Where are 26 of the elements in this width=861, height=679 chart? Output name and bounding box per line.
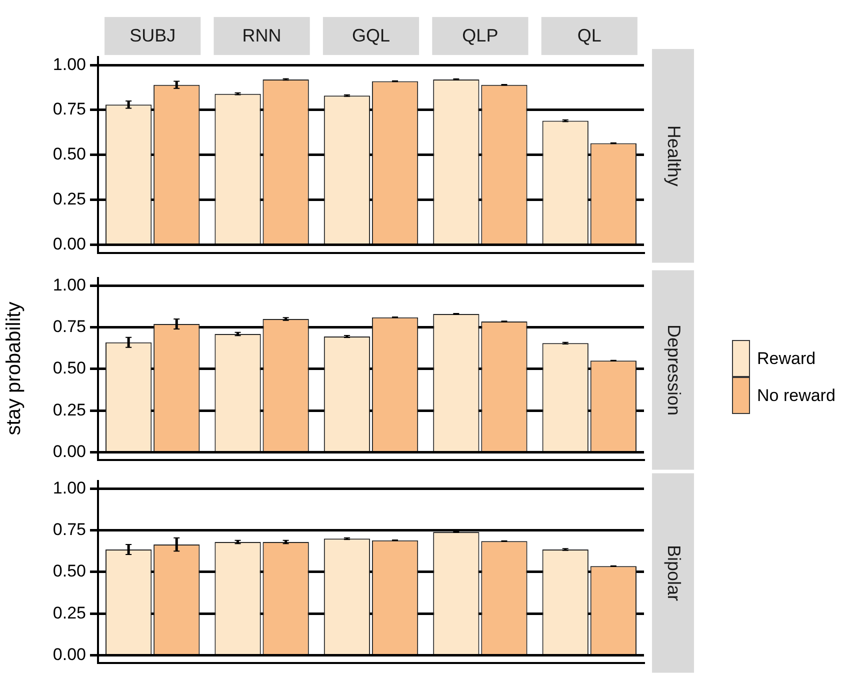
- legend-label: No reward: [757, 386, 836, 406]
- y-tick-label: 0.25: [52, 400, 86, 420]
- y-tick-label: 0.50: [52, 358, 86, 378]
- y-tick-label: 0.75: [52, 100, 86, 119]
- x-tick-label: SUBJ: [130, 25, 176, 46]
- y-tick-label: 0.25: [52, 603, 86, 622]
- y2-axis-title: Depression: [664, 324, 684, 416]
- y-tick-label: 0.50: [52, 144, 86, 164]
- x-tick-label: GQL: [352, 25, 390, 46]
- y-tick-label: 0.75: [52, 317, 86, 336]
- y-tick-label: 0.50: [52, 562, 86, 581]
- y2-axis-title: Bipolar: [664, 544, 684, 602]
- y2-axis-title: Healthy: [664, 125, 684, 186]
- x-tick-label: QLP: [462, 25, 498, 46]
- y-tick-label: 0.00: [52, 644, 86, 664]
- y-tick-label: 0.25: [52, 189, 86, 208]
- y-axis-title: stay probability: [4, 301, 26, 435]
- y-tick-label: 1.00: [52, 275, 86, 294]
- y-tick-label: 0.75: [52, 520, 86, 540]
- y-tick-label: 1.00: [52, 478, 86, 498]
- x-tick-label: RNN: [242, 25, 282, 46]
- legend-label: Reward: [757, 348, 816, 368]
- y-tick-label: 0.00: [52, 442, 86, 461]
- x-tick-label: QL: [577, 25, 602, 46]
- y-tick-label: 0.00: [52, 234, 86, 254]
- y-tick-label: 1.00: [52, 54, 86, 74]
